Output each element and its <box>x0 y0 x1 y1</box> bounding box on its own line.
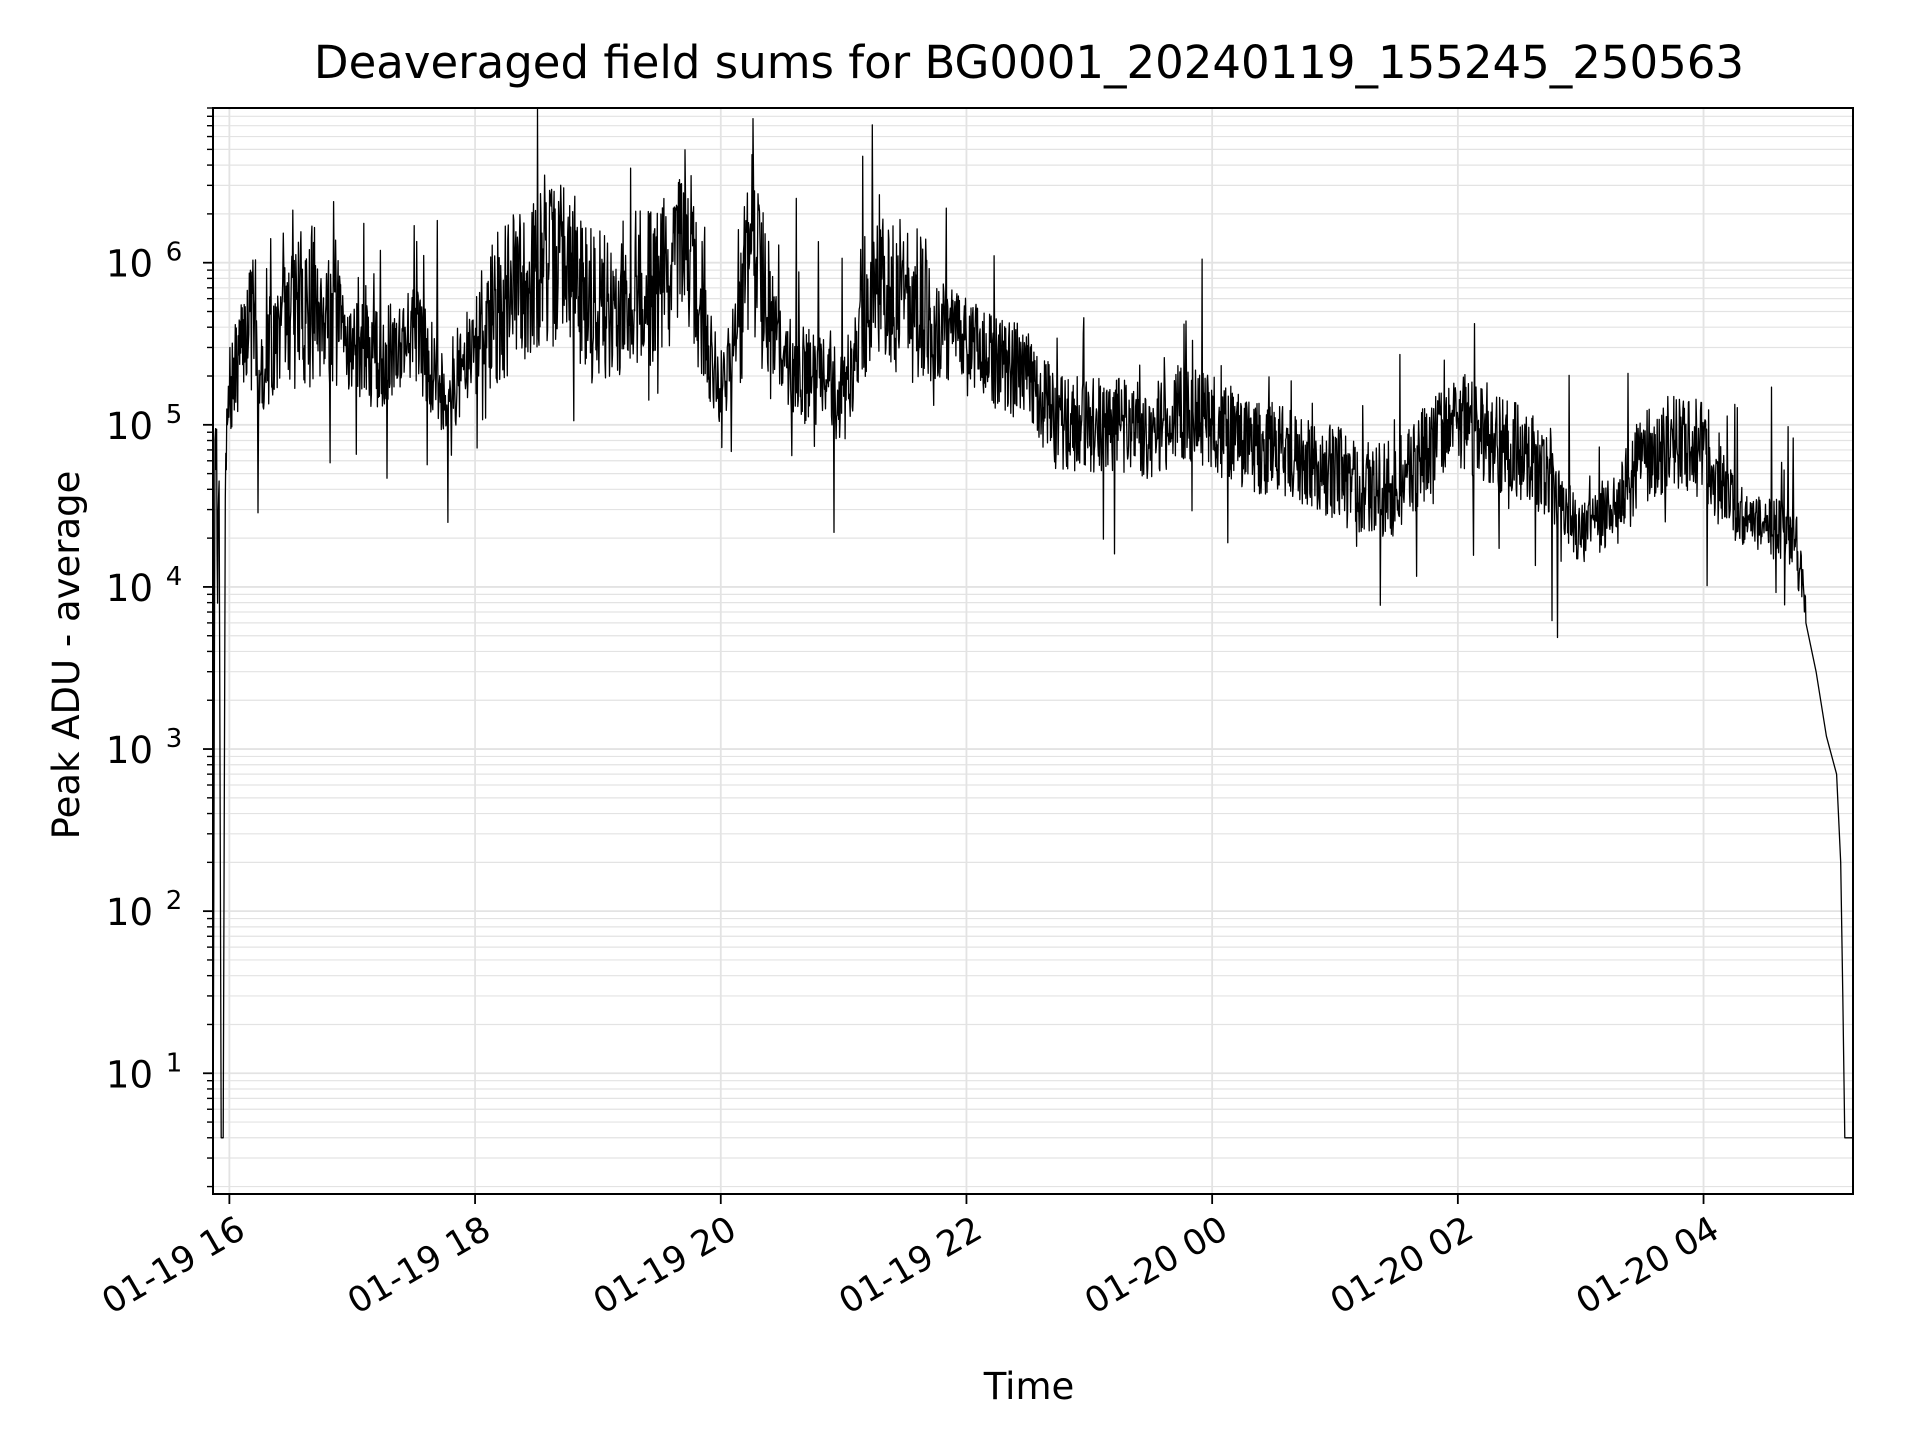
y-axis-label: Peak ADU - average <box>45 471 88 840</box>
y-tick-label: 10 <box>106 891 153 934</box>
y-tick-label-base: 10 <box>106 1053 153 1096</box>
y-tick-label: 10 <box>106 243 153 286</box>
chart-title: Deaveraged field sums for BG0001_2024011… <box>314 36 1744 89</box>
y-tick-label-base: 10 <box>106 567 153 610</box>
y-tick-label-base: 10 <box>106 729 153 772</box>
grid <box>213 107 1853 1194</box>
y-tick-label: 10 <box>106 567 153 610</box>
y-tick-label: 10 <box>106 729 153 772</box>
y-tick-label: 10 <box>106 405 153 448</box>
y-tick-label-base: 10 <box>106 243 153 286</box>
y-tick-label-exponent: 5 <box>166 400 183 430</box>
y-tick-label-exponent: 4 <box>166 562 183 592</box>
x-axis-label: Time <box>983 1365 1075 1408</box>
y-tick-label-exponent: 2 <box>166 886 183 916</box>
y-tick-label: 10 <box>106 1053 153 1096</box>
data-area <box>212 108 1853 1187</box>
plot-frame <box>212 107 1854 1195</box>
y-tick-label-exponent: 3 <box>166 724 183 754</box>
y-tick-label-exponent: 1 <box>166 1048 183 1078</box>
y-tick-label-exponent: 6 <box>166 238 183 268</box>
series-line <box>212 108 1853 1187</box>
y-tick-label-base: 10 <box>106 405 153 448</box>
y-tick-label-base: 10 <box>106 891 153 934</box>
